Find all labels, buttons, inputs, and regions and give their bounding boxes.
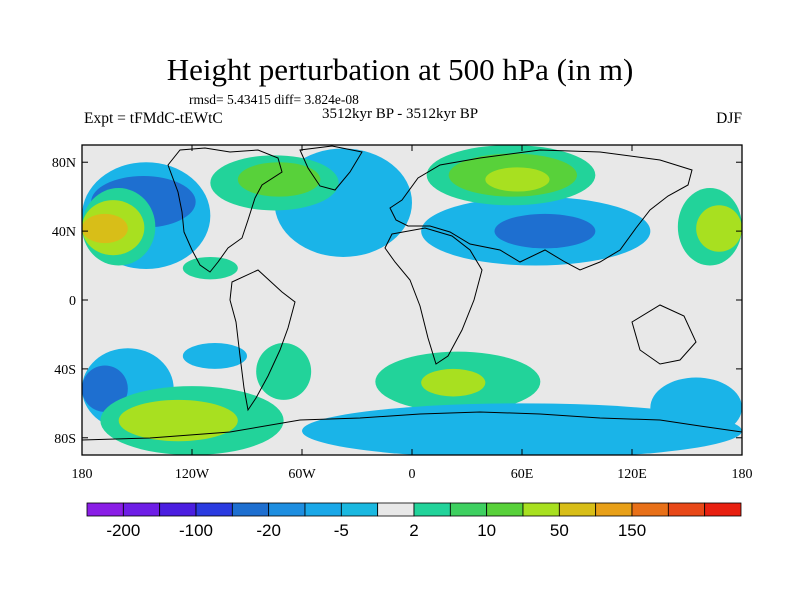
colorbar-swatch — [86, 502, 124, 517]
colorbar-label: -100 — [179, 521, 213, 540]
lon-tick-label: 60W — [288, 467, 316, 482]
colorbar-swatch — [449, 502, 488, 517]
axis-ticks: 80N 40N 0 40S 80S 180 120W 60W 0 60E 120E 180 — [52, 145, 753, 482]
contour-region-neg_-5 — [182, 343, 247, 369]
contour-region-neg_-5 — [302, 403, 742, 455]
colorbar-swatch — [413, 502, 451, 517]
colorbar-swatch — [159, 502, 197, 517]
contour-region-pos_20 — [485, 167, 550, 192]
lon-tick-label: 0 — [409, 467, 416, 482]
contour-region-pos_50 — [82, 213, 128, 244]
lat-tick-label: 80N — [52, 156, 76, 171]
colorbar: -200 -100 -20 -5 2 10 50 150 — [86, 502, 742, 540]
colorbar-swatch — [231, 502, 270, 517]
lon-tick-label: 60E — [511, 467, 534, 482]
colorbar-swatch — [340, 502, 379, 517]
contour-fill-layer — [82, 145, 742, 455]
lon-tick-label: 180 — [72, 467, 93, 482]
colorbar-label: 2 — [409, 521, 418, 540]
period-label: 3512kyr BP - 3512kyr BP — [322, 106, 479, 122]
season-label: DJF — [716, 110, 742, 127]
contour-region-pos_10 — [237, 162, 321, 197]
colorbar-swatch — [195, 502, 233, 517]
lat-tick-label: 40S — [54, 363, 76, 378]
contour-region-neg_-5 — [650, 377, 742, 438]
lat-tick-label: 0 — [69, 294, 76, 309]
coastline-layer — [82, 145, 742, 441]
colorbar-label: -20 — [256, 521, 281, 540]
contour-region-neg_-20 — [494, 213, 596, 249]
colorbar-swatch — [667, 502, 706, 517]
lon-tick-label: 120E — [617, 467, 647, 482]
contour-region-pos_2 — [182, 256, 238, 280]
colorbar-swatch — [704, 502, 742, 517]
lat-tick-label: 80S — [54, 432, 76, 447]
colorbar-label: 10 — [477, 521, 496, 540]
colorbar-swatch — [558, 502, 597, 517]
contour-region-neg_-20 — [82, 365, 128, 412]
contour-region-pos_20 — [118, 399, 238, 442]
colorbar-swatch — [268, 502, 306, 517]
experiment-label: Expt = tFMdC-tEWtC — [84, 110, 223, 127]
colorbar-swatch — [631, 502, 669, 517]
colorbar-label: -200 — [106, 521, 140, 540]
contour-region-pos_20 — [421, 368, 486, 397]
lat-tick-label: 40N — [52, 225, 76, 240]
colorbar-label: 150 — [618, 521, 646, 540]
colorbar-swatch — [595, 502, 633, 517]
colorbar-swatch — [522, 502, 560, 517]
colorbar-label: 50 — [550, 521, 569, 540]
colorbar-swatch — [377, 502, 415, 517]
contour-region-pos_2 — [256, 343, 312, 400]
stats-label: rmsd= 5.43415 diff= 3.824e-08 — [189, 92, 359, 107]
plot-title: Height perturbation at 500 hPa (in m) — [166, 52, 634, 87]
colorbar-swatch — [304, 502, 342, 517]
colorbar-swatch — [122, 502, 161, 517]
lon-tick-label: 120W — [175, 467, 210, 482]
colorbar-swatch — [486, 502, 524, 517]
colorbar-label: -5 — [334, 521, 349, 540]
lon-tick-label: 180 — [732, 467, 753, 482]
contour-region-pos_20 — [696, 205, 742, 252]
